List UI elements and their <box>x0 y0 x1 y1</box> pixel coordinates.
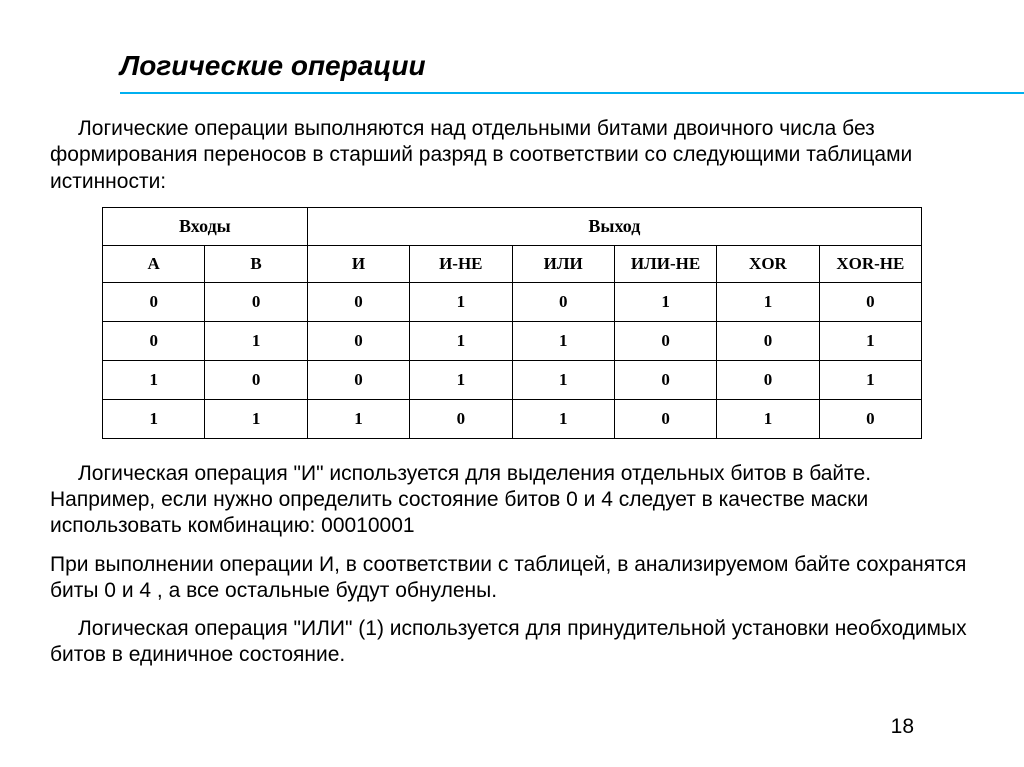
cell: 0 <box>103 321 205 360</box>
col-header: A <box>103 245 205 282</box>
cell: 1 <box>205 321 307 360</box>
paragraph-or: Логическая операция "ИЛИ" (1) использует… <box>50 616 974 669</box>
col-header: XOR-НЕ <box>819 245 921 282</box>
cell: 1 <box>410 321 512 360</box>
cell: 0 <box>307 321 409 360</box>
cell: 0 <box>614 360 716 399</box>
cell: 0 <box>819 282 921 321</box>
cell: 1 <box>717 399 819 438</box>
cell: 1 <box>512 360 614 399</box>
paragraph-and-mask: Логическая операция "И" используется для… <box>50 461 974 540</box>
group-header-inputs: Входы <box>103 207 308 245</box>
truth-table: Входы Выход A B И И-НЕ ИЛИ ИЛИ-НЕ XOR XO… <box>102 207 922 439</box>
intro-paragraph: Логические операции выполняются над отде… <box>50 116 974 195</box>
col-header: И-НЕ <box>410 245 512 282</box>
cell: 1 <box>103 399 205 438</box>
cell: 0 <box>717 321 819 360</box>
page-title: Логические операции <box>120 50 994 82</box>
cell: 0 <box>103 282 205 321</box>
cell: 0 <box>307 360 409 399</box>
cell: 1 <box>819 321 921 360</box>
cell: 0 <box>410 399 512 438</box>
cell: 0 <box>614 399 716 438</box>
cell: 1 <box>410 282 512 321</box>
cell: 1 <box>614 282 716 321</box>
cell: 0 <box>512 282 614 321</box>
page-number: 18 <box>891 715 914 739</box>
table-row: 0 1 0 1 1 0 0 1 <box>103 321 922 360</box>
cell: 0 <box>614 321 716 360</box>
cell: 0 <box>307 282 409 321</box>
cell: 0 <box>205 282 307 321</box>
group-header-output: Выход <box>307 207 921 245</box>
table-header-row: A B И И-НЕ ИЛИ ИЛИ-НЕ XOR XOR-НЕ <box>103 245 922 282</box>
col-header: ИЛИ <box>512 245 614 282</box>
cell: 1 <box>410 360 512 399</box>
table-row: 0 0 0 1 0 1 1 0 <box>103 282 922 321</box>
table-group-row: Входы Выход <box>103 207 922 245</box>
cell: 0 <box>717 360 819 399</box>
paragraph-and-mask-cont: При выполнении операции И, в соответстви… <box>50 552 974 605</box>
cell: 1 <box>717 282 819 321</box>
cell: 1 <box>103 360 205 399</box>
col-header: И <box>307 245 409 282</box>
col-header: B <box>205 245 307 282</box>
cell: 0 <box>819 399 921 438</box>
cell: 1 <box>307 399 409 438</box>
table-row: 1 1 1 0 1 0 1 0 <box>103 399 922 438</box>
title-rule <box>120 92 1024 94</box>
cell: 1 <box>819 360 921 399</box>
cell: 1 <box>512 321 614 360</box>
cell: 1 <box>205 399 307 438</box>
col-header: ИЛИ-НЕ <box>614 245 716 282</box>
col-header: XOR <box>717 245 819 282</box>
cell: 1 <box>512 399 614 438</box>
cell: 0 <box>205 360 307 399</box>
table-row: 1 0 0 1 1 0 0 1 <box>103 360 922 399</box>
